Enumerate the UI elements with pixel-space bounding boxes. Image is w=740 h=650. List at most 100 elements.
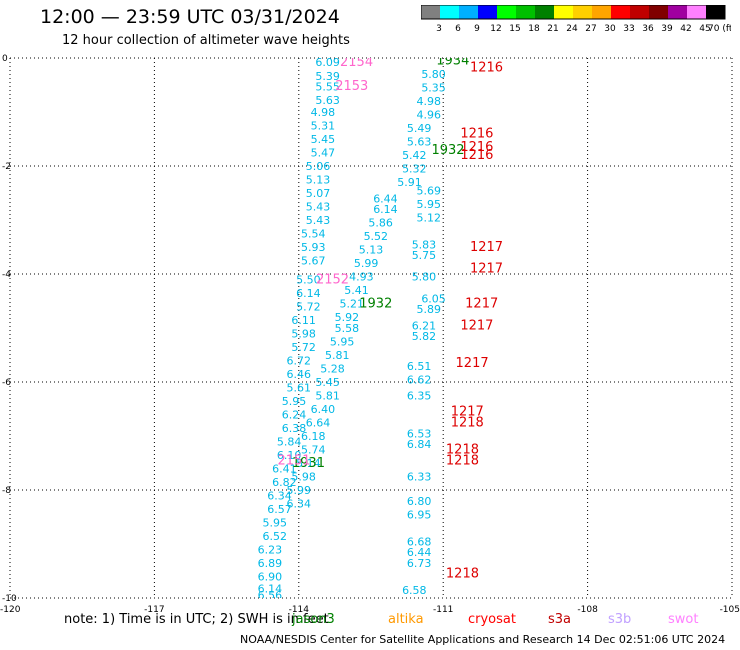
data-point-swh: 6.52 <box>262 530 287 543</box>
data-point-cryosat: 1217 <box>456 356 489 371</box>
source-altika: altika <box>388 612 424 627</box>
data-point-swh: 5.63 <box>407 136 432 149</box>
data-point-swh: 5.93 <box>301 241 326 254</box>
data-point-swh: 5.41 <box>344 284 369 297</box>
data-point-swh: 5.28 <box>320 363 345 376</box>
data-point-cryosat: 1217 <box>460 318 493 333</box>
colorbar-label: 12 <box>490 24 501 34</box>
data-point-swh: 5.95 <box>262 516 287 529</box>
data-point-swh: 4.98 <box>417 95 442 108</box>
colorbar-swatch <box>478 5 497 19</box>
x-tick-label: -114 <box>289 605 310 612</box>
colorbar-label: 42 <box>680 24 691 34</box>
source-cryosat: cryosat <box>468 612 516 627</box>
data-point-swh: 6.62 <box>407 373 432 386</box>
data-point-swot: 2154 <box>340 55 373 70</box>
x-tick-label: -117 <box>144 605 164 612</box>
data-point-swh: 5.39 <box>315 70 340 83</box>
data-point-cryosat: 1218 <box>446 567 479 582</box>
data-point-cryosat: 1218 <box>451 416 484 431</box>
data-point-swh: 5.32 <box>402 163 427 176</box>
data-point-swh: 5.31 <box>311 120 336 133</box>
data-point-swh: 5.07 <box>306 187 331 200</box>
data-point-swh: 6.90 <box>258 570 283 583</box>
data-point-swh: 5.74 <box>301 444 326 457</box>
data-point-swh: 5.43 <box>306 201 331 214</box>
data-point-cryosat: 1216 <box>460 148 493 163</box>
data-point-swh: 5.42 <box>402 149 427 162</box>
data-point-swh: 6.14 <box>296 287 321 300</box>
data-point-swh: 6.68 <box>407 535 432 548</box>
data-point-swh: 5.14 <box>296 457 321 470</box>
colorbar-swatch <box>440 5 459 19</box>
data-point-swh: 5.83 <box>412 238 437 251</box>
colorbar-label: 15 <box>509 24 520 34</box>
data-point-swh: 5.72 <box>296 300 321 313</box>
data-point-swh: 5.45 <box>315 376 340 389</box>
data-point-swh: 5.98 <box>291 471 316 484</box>
data-point-swh: 6.44 <box>407 546 432 559</box>
colorbar-swatch <box>421 5 440 19</box>
data-point-swh: 5.12 <box>417 211 442 224</box>
data-point-cryosat: 1217 <box>470 262 503 277</box>
data-point-swh: 5.63 <box>315 94 340 107</box>
data-point-swh: 5.49 <box>407 122 432 135</box>
data-point-cryosat: 1216 <box>460 140 493 155</box>
data-point-jason3: 1934 <box>436 54 469 69</box>
data-point-swh: 6.89 <box>258 557 283 570</box>
data-point-swh: 6.41 <box>272 462 297 475</box>
data-point-swh: 5.82 <box>412 330 437 343</box>
data-layer: 6.095.395.555.634.985.315.455.475.065.13… <box>258 54 503 598</box>
data-point-swh: 5.89 <box>417 303 442 316</box>
data-point-swh: 6.53 <box>407 427 432 440</box>
y-tick-label: -2 <box>2 162 11 172</box>
data-point-swh: 5.95 <box>417 198 442 211</box>
data-point-swh: 6.23 <box>258 543 283 556</box>
colorbar-label: 27 <box>585 24 596 34</box>
satellite-legend: jason3 altika cryosat s3a s3b swot <box>0 612 740 632</box>
data-point-swot: 2152 <box>316 272 349 287</box>
data-point-cryosat: 1217 <box>465 297 498 312</box>
data-point-swh: 5.13 <box>306 174 331 187</box>
data-point-swh: 6.51 <box>407 360 432 373</box>
colorbar-label: 39 <box>661 24 673 34</box>
data-point-swh: 5.06 <box>306 160 331 173</box>
footer-note: note: 1) Time is in UTC; 2) SWH is in fe… <box>64 612 329 627</box>
data-point-swh: 5.43 <box>306 214 331 227</box>
data-point-swh: 5.99 <box>354 257 379 270</box>
x-tick-label: -120 <box>0 605 21 612</box>
data-point-swh: 5.13 <box>359 244 384 257</box>
data-point-cryosat: 1218 <box>446 443 479 458</box>
data-point-swh: 4.98 <box>311 106 336 119</box>
colorbar-label: 24 <box>566 24 578 34</box>
data-point-swh: 6.84 <box>407 438 432 451</box>
data-point-cryosat: 1216 <box>460 127 493 142</box>
colorbar-swatch <box>573 5 592 19</box>
x-tick-label: -108 <box>577 605 598 612</box>
data-point-swh: 5.84 <box>277 435 302 448</box>
data-point-swh: 6.11 <box>291 314 316 327</box>
data-point-swh: 6.05 <box>421 292 446 305</box>
data-point-swh: 5.75 <box>412 249 437 262</box>
data-point-swh: 6.64 <box>306 417 331 430</box>
colorbar-label: 6 <box>455 24 461 34</box>
colorbar-label: 30 <box>604 24 616 34</box>
chart-plot: -120 -117 -114 -111 -108 -105 0 -2 -4 -6 -8 -10 6.09… <box>0 54 740 612</box>
data-point-swh: 6.35 <box>407 390 432 403</box>
colorbar-swatch <box>687 5 706 19</box>
data-point-swh: 4.96 <box>417 109 442 122</box>
data-point-swh: 6.82 <box>272 476 297 489</box>
data-point-swh: 5.54 <box>301 228 326 241</box>
source-s3a: s3a <box>548 612 572 627</box>
data-point-swh: 6.34 <box>287 498 312 511</box>
data-point-swh: 5.21 <box>339 298 364 311</box>
data-point-cryosat: 1217 <box>451 405 484 420</box>
data-point-swh: 6.14 <box>258 582 283 595</box>
data-point-swh: 6.14 <box>373 203 398 216</box>
data-point-swh: 6.80 <box>407 495 432 508</box>
data-point-jason3: 1932 <box>359 297 392 312</box>
source-jason3: jason3 <box>292 612 335 627</box>
data-point-swh: 5.86 <box>368 217 393 230</box>
data-point-swh: 5.61 <box>287 381 312 394</box>
chart-title: 12:00 — 23:59 UTC 03/31/2024 <box>40 6 340 28</box>
